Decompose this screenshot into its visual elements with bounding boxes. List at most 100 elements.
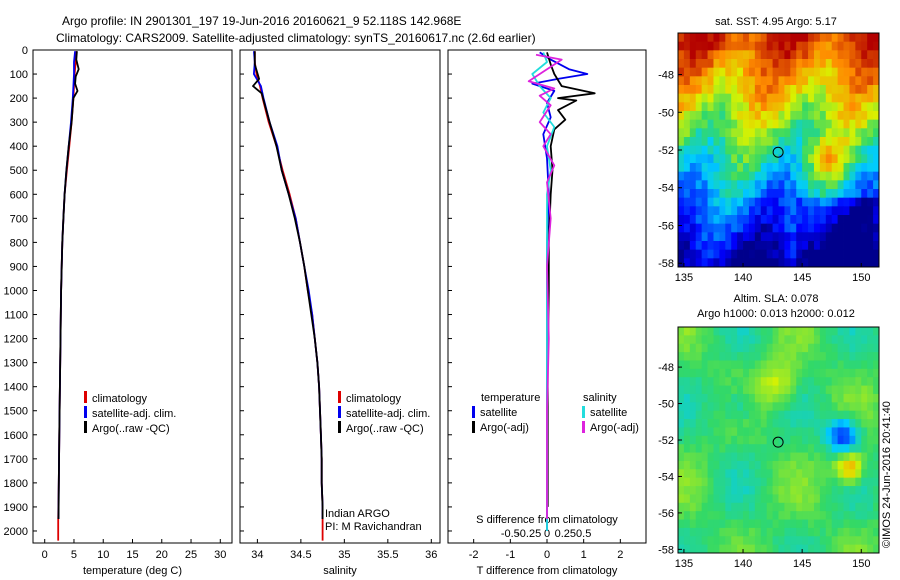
sla-map-cell xyxy=(843,494,850,504)
sst-map-cell xyxy=(849,206,856,216)
sst-map-cell xyxy=(808,197,815,207)
sla-map-cell xyxy=(808,544,815,554)
sst-map-cell xyxy=(719,154,726,164)
sst-map-cell xyxy=(784,76,791,86)
sst-map-cell xyxy=(825,197,833,207)
sla-map-cell xyxy=(837,511,844,520)
sla-map-cell xyxy=(731,343,738,353)
sla-map-cell xyxy=(873,427,880,437)
sst-map-cell xyxy=(772,223,779,233)
sla-map-cell xyxy=(743,360,750,370)
sst-map-cell xyxy=(731,223,738,233)
sst-map-cell xyxy=(743,33,750,43)
sla-map-cell xyxy=(754,435,762,445)
sst-map-cell xyxy=(778,223,785,233)
sst-map-cell xyxy=(778,258,785,268)
sst-map-cell xyxy=(790,215,797,225)
sst-map-cell xyxy=(731,33,738,43)
sla-map-cell xyxy=(873,327,880,336)
sla-map-cell xyxy=(831,477,839,487)
sst-map-cell xyxy=(725,76,732,86)
sst-map-cell xyxy=(754,189,762,199)
sst-map-cell xyxy=(813,249,821,259)
sst-map-cell xyxy=(867,154,874,164)
sst-map-cell xyxy=(713,232,720,242)
sst-map-cell xyxy=(843,163,850,173)
sst-map-cell xyxy=(813,232,821,242)
sla-map-cell xyxy=(849,519,856,529)
sst-map-cell xyxy=(861,197,868,207)
sst-map-cell xyxy=(766,189,773,199)
sla-map-cell xyxy=(802,402,809,412)
sla-map-cell xyxy=(808,335,815,345)
sst-map-cell xyxy=(849,67,856,77)
sst-map-cell xyxy=(861,41,868,51)
sla-map-cell xyxy=(748,343,756,353)
sla-map-cell xyxy=(748,335,756,345)
sst-map-cell xyxy=(772,163,779,173)
sla-map-cell xyxy=(778,452,785,462)
sla-map-cell xyxy=(719,360,726,370)
sla-map-cell xyxy=(689,477,697,487)
sst-map-cell xyxy=(748,163,756,173)
sst-map-cell xyxy=(725,119,732,129)
sla-map-cell xyxy=(778,511,785,520)
sla-map-cell xyxy=(867,494,874,504)
y-tick-label: -56 xyxy=(658,508,674,520)
sla-map-cell xyxy=(678,527,685,537)
sst-map-cell xyxy=(683,189,691,199)
sst-map-cell xyxy=(748,93,756,103)
sst-map-cell xyxy=(831,128,839,138)
sst-map-cell xyxy=(731,137,738,147)
sla-map-cell xyxy=(813,368,821,378)
x-tick-label: 145 xyxy=(793,272,811,284)
sst-map-cell xyxy=(725,206,732,216)
sst-map-cell xyxy=(731,41,738,51)
top-tick-label: 0.5 xyxy=(576,528,591,540)
sla-map-cell xyxy=(678,477,685,487)
sla-map-cell xyxy=(760,536,768,546)
sla-map-cell xyxy=(701,377,708,386)
sla-map-cell xyxy=(837,435,844,445)
sst-map-cell xyxy=(808,50,815,60)
sla-map-cell xyxy=(678,536,685,546)
sla-map-cell xyxy=(683,511,691,520)
sst-map-cell xyxy=(719,206,726,216)
sla-map-cell xyxy=(843,444,850,453)
sst-map-cell xyxy=(861,171,868,181)
sst-map-cell xyxy=(725,180,732,190)
legend-swatch xyxy=(84,421,87,433)
sst-map-cell xyxy=(855,41,862,51)
sst-map-cell xyxy=(843,119,850,129)
sst-map-cell xyxy=(743,163,750,173)
sla-map-cell xyxy=(843,527,850,537)
sst-map-cell xyxy=(772,249,779,259)
sst-map-cell xyxy=(719,232,726,242)
sst-map-cell xyxy=(731,249,738,259)
sst-map-cell xyxy=(707,93,714,103)
sla-map-cell xyxy=(873,511,880,520)
sla-map-cell xyxy=(813,377,821,386)
sst-map-cell xyxy=(766,206,773,216)
sla-map-cell xyxy=(683,519,691,529)
sst-map-cell xyxy=(808,223,815,233)
sla-map-cell xyxy=(784,393,791,403)
sla-map-cell xyxy=(861,477,868,487)
sst-map-cell xyxy=(737,50,744,60)
sla-map-cell xyxy=(808,327,815,336)
sla-map-cell xyxy=(689,469,697,479)
sla-map-cell xyxy=(707,511,714,520)
sla-map-cell xyxy=(725,494,732,504)
sla-map-cell xyxy=(778,527,785,537)
sla-map-cell xyxy=(695,469,703,479)
sst-map-cell xyxy=(855,154,862,164)
sst-map-cell xyxy=(683,128,691,138)
sla-map-cell xyxy=(725,460,732,470)
sla-map-cell xyxy=(754,360,762,370)
sla-map-cell xyxy=(760,335,768,345)
sla-map-cell xyxy=(772,343,779,353)
sst-map-cell xyxy=(831,258,839,268)
sla-map-cell xyxy=(867,511,874,520)
sla-map-cell xyxy=(802,393,809,403)
